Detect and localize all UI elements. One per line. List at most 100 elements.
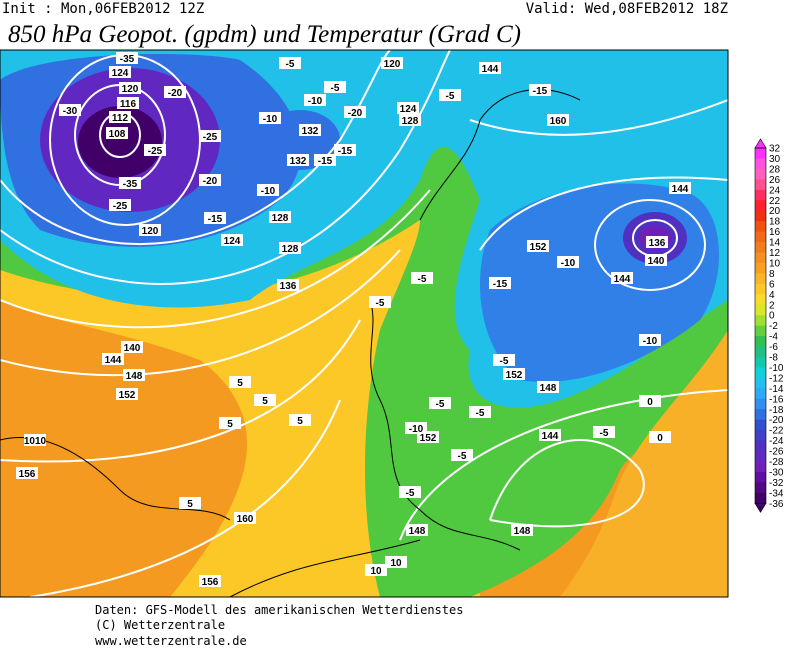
colorbar-label: -6 [769,342,778,353]
contour-label-box [503,368,525,380]
colorbar-label: 8 [769,269,775,280]
contour-label-box [277,279,299,291]
contour-label-box [109,66,131,78]
colorbar-label: 2 [769,300,775,311]
contour-label-box [109,199,131,211]
contour-label-box [257,184,279,196]
colorbar-label: -8 [769,353,778,364]
contour-label: 120 [142,226,159,237]
colorbar-label: 30 [769,154,781,165]
contour-label-box [199,575,221,587]
contour-label: 132 [302,126,319,137]
contour-label: 108 [109,129,126,140]
colorbar-label: 16 [769,227,781,238]
footer-line: (C) Wetterzentrale [95,618,225,632]
contour-label: 116 [120,99,137,110]
valid-time: Valid: Wed,08FEB2012 18Z [526,1,728,17]
colorbar-band [755,189,766,201]
contour-label-box [117,97,139,109]
contour-label-box [234,512,256,524]
colorbar-band [755,357,766,368]
contour-label: 5 [297,416,303,427]
contour-label-box [399,114,421,126]
colorbar-label: -16 [769,394,784,405]
colorbar-band [755,242,766,253]
contour-label: 128 [402,116,419,127]
contour-label: 152 [530,242,547,253]
contour-label: 0 [647,397,653,408]
colorbar-label: 14 [769,238,781,249]
contour-label-box [489,277,511,289]
contour-label: -15 [493,279,508,290]
colorbar-arrow [754,503,767,513]
init-time: Init : Mon,06FEB2012 12Z [2,1,204,17]
contour-label-box [304,94,326,106]
colorbar-band [755,158,766,170]
colorbar-band [755,294,766,306]
contour-label-box [164,86,186,98]
contour-label-box [547,114,569,126]
colorbar-label: 24 [769,185,781,196]
contour-label: -15 [338,146,353,157]
colorbar-band [755,273,766,285]
map-area [0,50,728,597]
colorbar-band [755,262,766,274]
contour-label: 132 [290,156,307,167]
contour-label: -10 [261,186,276,197]
colorbar-band [755,325,766,337]
contour-label: 10 [370,566,382,577]
contour-label-box [539,429,561,441]
contour-label-box [381,57,403,69]
colorbar-label: 20 [769,206,781,217]
contour-label-box [314,154,336,166]
colorbar-arrow [754,138,767,149]
contour-label: -5 [476,408,485,419]
contour-label-box [106,127,128,139]
contour-label-box [221,234,243,246]
contour-label: 144 [542,431,559,442]
contour-label: -25 [203,132,218,143]
contour-label: 120 [122,84,139,95]
contour-label: -10 [409,424,424,435]
colorbar-label: -32 [769,478,784,489]
contour-label-box [199,130,221,142]
colorbar-label: -22 [769,426,784,437]
map-frame [0,49,729,598]
contour-label-box [439,89,461,101]
contour-label-box [611,272,633,284]
contour-label: -5 [418,274,427,285]
contour-label-box [204,212,226,224]
contour-label: -5 [600,428,609,439]
contour-label-box [287,154,309,166]
colorbar-label: 12 [769,248,781,259]
colorbar-label: -20 [769,415,784,426]
contour-label-box [405,422,427,434]
contour-label: -20 [168,88,183,99]
contour-label-box [469,406,491,418]
contour-label: 152 [420,433,437,444]
colorbar-label: -12 [769,373,784,384]
contour-label-box [334,144,356,156]
contour-label-box [429,397,451,409]
contour-label: 5 [227,419,233,430]
contour-label: 144 [105,355,122,366]
contour-label-box [254,394,276,406]
contour-label-box [537,381,559,393]
contour-label: 148 [514,526,531,537]
contour-label: 152 [119,390,136,401]
colorbar-band [755,210,766,222]
colorbar-band [755,409,766,421]
contour-label-box [199,174,221,186]
contour-label-box [229,376,251,388]
contour-label: 1010 [24,436,47,447]
contour-label: -5 [331,83,340,94]
contour-label: 160 [550,116,567,127]
footer-line: www.wetterzentrale.de [95,634,247,648]
contour-label-box [669,182,691,194]
contour-label: 128 [272,213,289,224]
contour-label-box [116,52,138,64]
colorbar-label: -4 [769,332,778,343]
contour-label-box [269,211,291,223]
contour-label-box [649,431,671,443]
map-title: 850 hPa Geopot. (gpdm) und Temperatur (G… [8,21,521,48]
